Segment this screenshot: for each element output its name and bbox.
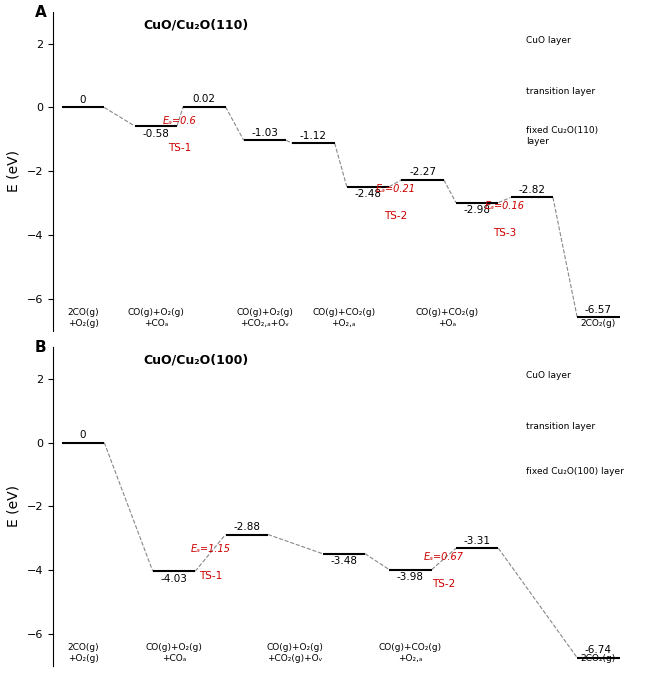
Text: Eₐ=0.6: Eₐ=0.6: [163, 116, 197, 126]
Text: CO(g)+CO₂(g)
+O₂,ₐ: CO(g)+CO₂(g) +O₂,ₐ: [379, 643, 442, 663]
Text: 2CO(g)
+O₂(g): 2CO(g) +O₂(g): [67, 643, 99, 663]
Text: -2.98: -2.98: [464, 205, 491, 215]
Text: Eₐ=0.21: Eₐ=0.21: [376, 184, 416, 194]
Text: -1.12: -1.12: [300, 131, 327, 141]
Text: 2CO₂(g): 2CO₂(g): [581, 319, 616, 328]
Text: A: A: [35, 5, 46, 20]
Text: -3.48: -3.48: [330, 556, 357, 566]
Text: -0.58: -0.58: [143, 129, 169, 139]
Text: transition layer: transition layer: [525, 422, 595, 431]
Text: 0.02: 0.02: [192, 94, 216, 104]
Text: fixed Cu₂O(110)
layer: fixed Cu₂O(110) layer: [525, 127, 598, 146]
Text: B: B: [35, 341, 46, 355]
Y-axis label: E (eV): E (eV): [7, 150, 21, 192]
Text: CO(g)+CO₂(g)
+O₂,ₐ: CO(g)+CO₂(g) +O₂,ₐ: [312, 308, 376, 328]
Text: Eₐ=0.16: Eₐ=0.16: [484, 201, 524, 211]
Text: 2CO(g)
+O₂(g): 2CO(g) +O₂(g): [67, 308, 99, 328]
Text: -4.03: -4.03: [161, 574, 187, 583]
Text: transition layer: transition layer: [525, 87, 595, 96]
Text: TS-1: TS-1: [168, 143, 192, 153]
Text: CO(g)+O₂(g)
+COₐ: CO(g)+O₂(g) +COₐ: [146, 643, 202, 663]
Text: 2CO₂(g): 2CO₂(g): [581, 654, 616, 663]
Text: 0: 0: [80, 430, 87, 440]
Text: CuO/Cu₂O(110): CuO/Cu₂O(110): [144, 18, 249, 31]
Text: TS-2: TS-2: [384, 211, 407, 221]
Text: CuO layer: CuO layer: [525, 36, 570, 45]
Text: -2.48: -2.48: [354, 189, 382, 199]
Text: TS-1: TS-1: [198, 571, 222, 581]
Text: CO(g)+O₂(g)
+CO₂,ₐ+Oᵥ: CO(g)+O₂(g) +CO₂,ₐ+Oᵥ: [236, 308, 294, 328]
Text: -2.88: -2.88: [233, 522, 260, 532]
Text: CuO/Cu₂O(100): CuO/Cu₂O(100): [144, 353, 249, 366]
Y-axis label: E (eV): E (eV): [7, 485, 21, 528]
Text: Eₐ=1.15: Eₐ=1.15: [190, 544, 230, 554]
Text: -2.27: -2.27: [409, 168, 436, 178]
Text: CO(g)+CO₂(g)
+Oₐ: CO(g)+CO₂(g) +Oₐ: [416, 308, 478, 328]
Text: TS-2: TS-2: [432, 579, 456, 589]
Text: -2.82: -2.82: [518, 185, 545, 195]
Text: CO(g)+O₂(g)
+CO₂(g)+Oᵥ: CO(g)+O₂(g) +CO₂(g)+Oᵥ: [267, 643, 324, 663]
Text: CuO layer: CuO layer: [525, 371, 570, 380]
Text: -3.98: -3.98: [397, 572, 424, 582]
Text: -3.31: -3.31: [464, 536, 491, 546]
Text: Eₐ=0.67: Eₐ=0.67: [424, 552, 464, 561]
Text: -1.03: -1.03: [252, 128, 278, 138]
Text: fixed Cu₂O(100) layer: fixed Cu₂O(100) layer: [525, 467, 623, 476]
Text: CO(g)+O₂(g)
+COₐ: CO(g)+O₂(g) +COₐ: [127, 308, 184, 328]
Text: TS-3: TS-3: [493, 228, 516, 238]
Text: 0: 0: [80, 95, 87, 105]
Text: -6.74: -6.74: [585, 645, 612, 656]
Text: -6.57: -6.57: [585, 305, 612, 315]
